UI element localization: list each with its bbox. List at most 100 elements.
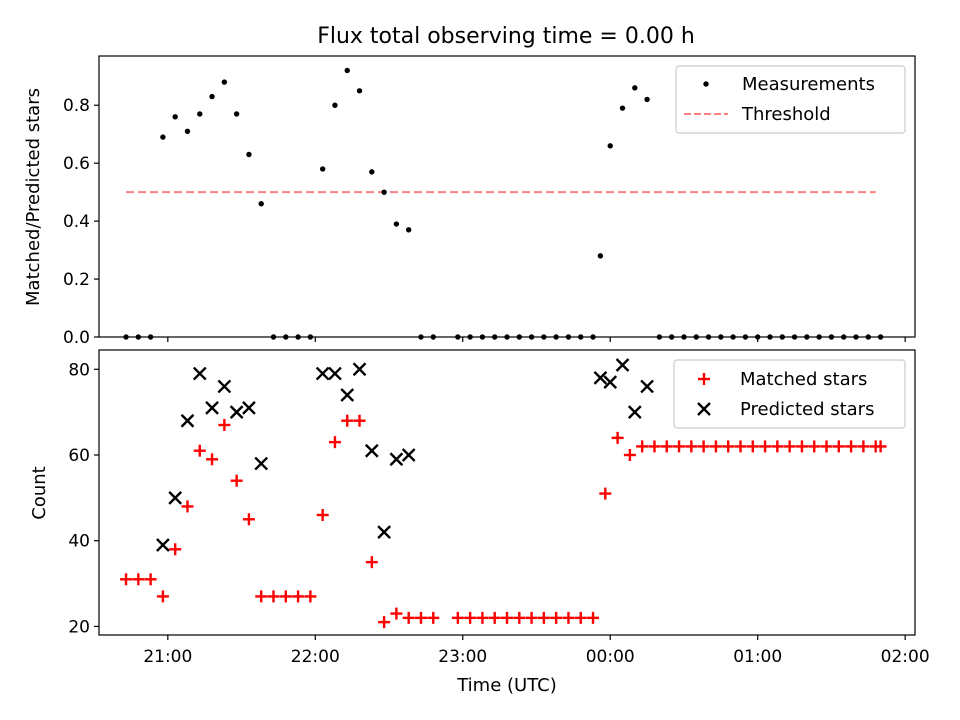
measurement-point xyxy=(233,111,240,117)
x-tick-label: 23:00 xyxy=(438,647,487,667)
matched-star-point xyxy=(414,611,427,624)
matched-star-point xyxy=(574,611,587,624)
ratio-legend: Measurements Threshold xyxy=(675,65,906,134)
matched-star-point xyxy=(390,607,403,620)
matched-star-point xyxy=(353,414,366,427)
ratio-y-label: Matched/Predicted stars xyxy=(23,88,44,306)
matched-star-point xyxy=(427,611,440,624)
count-x-ticks: 21:00 22:00 23:00 00:00 01:00 02:00 xyxy=(143,635,930,667)
predicted-star-point xyxy=(603,375,618,389)
matched-star-point xyxy=(144,573,157,586)
y-tick-label: 0.6 xyxy=(63,154,90,174)
matched-star-point xyxy=(513,611,526,624)
measurement-point xyxy=(172,114,178,120)
y-tick-label: 0.4 xyxy=(63,212,90,232)
measurement-point xyxy=(246,151,252,158)
matched-star-point xyxy=(771,440,784,453)
matched-star-point xyxy=(611,431,624,444)
matched-star-point xyxy=(132,573,145,586)
ratio-legend-marker-measurements xyxy=(703,81,709,87)
count-y-ticks: 20 40 60 80 xyxy=(68,360,99,637)
ratio-marks xyxy=(123,67,884,340)
x-tick-label: 01:00 xyxy=(733,647,782,667)
measurement-point xyxy=(184,128,191,135)
matched-star-point xyxy=(464,611,477,624)
matched-star-point xyxy=(734,440,747,453)
ratio-legend-label-threshold: Threshold xyxy=(741,104,831,125)
matched-star-point xyxy=(242,513,255,526)
matched-star-point xyxy=(832,440,845,453)
matched-star-point xyxy=(709,440,722,453)
ratio-legend-label-measurements: Measurements xyxy=(742,74,875,95)
matched-star-point xyxy=(759,440,772,453)
measurement-point xyxy=(209,93,215,100)
x-tick-label: 00:00 xyxy=(586,647,635,667)
measurement-point xyxy=(632,85,638,91)
y-tick-label: 20 xyxy=(68,617,90,637)
predicted-star-point xyxy=(640,379,654,394)
ratio-legend-box xyxy=(675,65,906,134)
predicted-star-point xyxy=(168,491,183,505)
count-axes-frame xyxy=(98,349,916,636)
matched-star-point xyxy=(587,611,600,624)
y-tick-label: 0.0 xyxy=(63,328,90,348)
matched-star-point xyxy=(525,611,538,624)
matched-star-point xyxy=(874,440,887,453)
matched-star-point xyxy=(169,543,182,556)
predicted-star-point xyxy=(205,401,219,415)
predicted-star-point xyxy=(180,413,195,428)
matched-star-point xyxy=(488,611,501,624)
matched-star-point xyxy=(783,440,796,453)
ratio-x-ticks xyxy=(167,337,906,342)
matched-star-point xyxy=(206,453,219,466)
predicted-star-point xyxy=(377,525,391,539)
matched-star-point xyxy=(562,611,575,624)
matched-star-point xyxy=(120,573,133,586)
measurement-point xyxy=(356,88,363,94)
matched-star-point xyxy=(341,414,354,427)
matched-star-point xyxy=(378,616,391,629)
matched-star-point xyxy=(685,440,698,453)
y-tick-label: 60 xyxy=(68,446,90,466)
predicted-star-point xyxy=(389,452,404,467)
y-tick-label: 0.8 xyxy=(63,96,90,116)
matched-star-point xyxy=(304,590,317,603)
predicted-star-point xyxy=(627,405,642,419)
y-tick-label: 40 xyxy=(68,532,90,552)
x-tick-label: 22:00 xyxy=(291,647,340,667)
matched-star-point xyxy=(181,500,194,513)
matched-star-point xyxy=(230,474,243,487)
measurement-point xyxy=(619,105,626,111)
predicted-star-point xyxy=(156,538,170,552)
matched-star-point xyxy=(660,440,673,453)
y-tick-label: 80 xyxy=(68,360,90,380)
matched-star-point xyxy=(623,449,636,461)
matched-star-point xyxy=(365,556,378,569)
matched-star-point xyxy=(451,611,464,624)
ratio-y-ticks: 0.0 0.2 0.4 0.6 0.8 xyxy=(63,96,99,348)
count-legend-marker-matched xyxy=(698,373,710,385)
matched-star-point xyxy=(673,440,686,453)
predicted-star-point xyxy=(340,388,355,402)
matched-star-point xyxy=(857,440,870,453)
measurement-point xyxy=(405,227,412,233)
count-legend-label-predicted: Predicted stars xyxy=(740,399,874,420)
matched-star-point xyxy=(255,590,268,603)
predicted-star-point xyxy=(315,366,330,381)
measurement-point xyxy=(319,166,326,172)
matched-star-point xyxy=(218,419,231,431)
matched-star-point xyxy=(845,440,858,453)
ratio-axes-frame xyxy=(98,55,916,338)
matched-star-point xyxy=(193,444,206,457)
matched-star-point xyxy=(808,440,821,453)
figure-title: Flux total observing time = 0.00 h xyxy=(317,24,695,49)
matched-star-point xyxy=(537,611,550,624)
predicted-star-point xyxy=(217,379,232,394)
count-legend: Matched stars Predicted stars xyxy=(673,359,906,429)
predicted-star-point xyxy=(401,448,416,462)
measurement-point xyxy=(221,79,228,85)
predicted-star-point xyxy=(593,371,608,385)
predicted-star-point xyxy=(615,358,630,372)
matched-star-point xyxy=(648,440,661,453)
